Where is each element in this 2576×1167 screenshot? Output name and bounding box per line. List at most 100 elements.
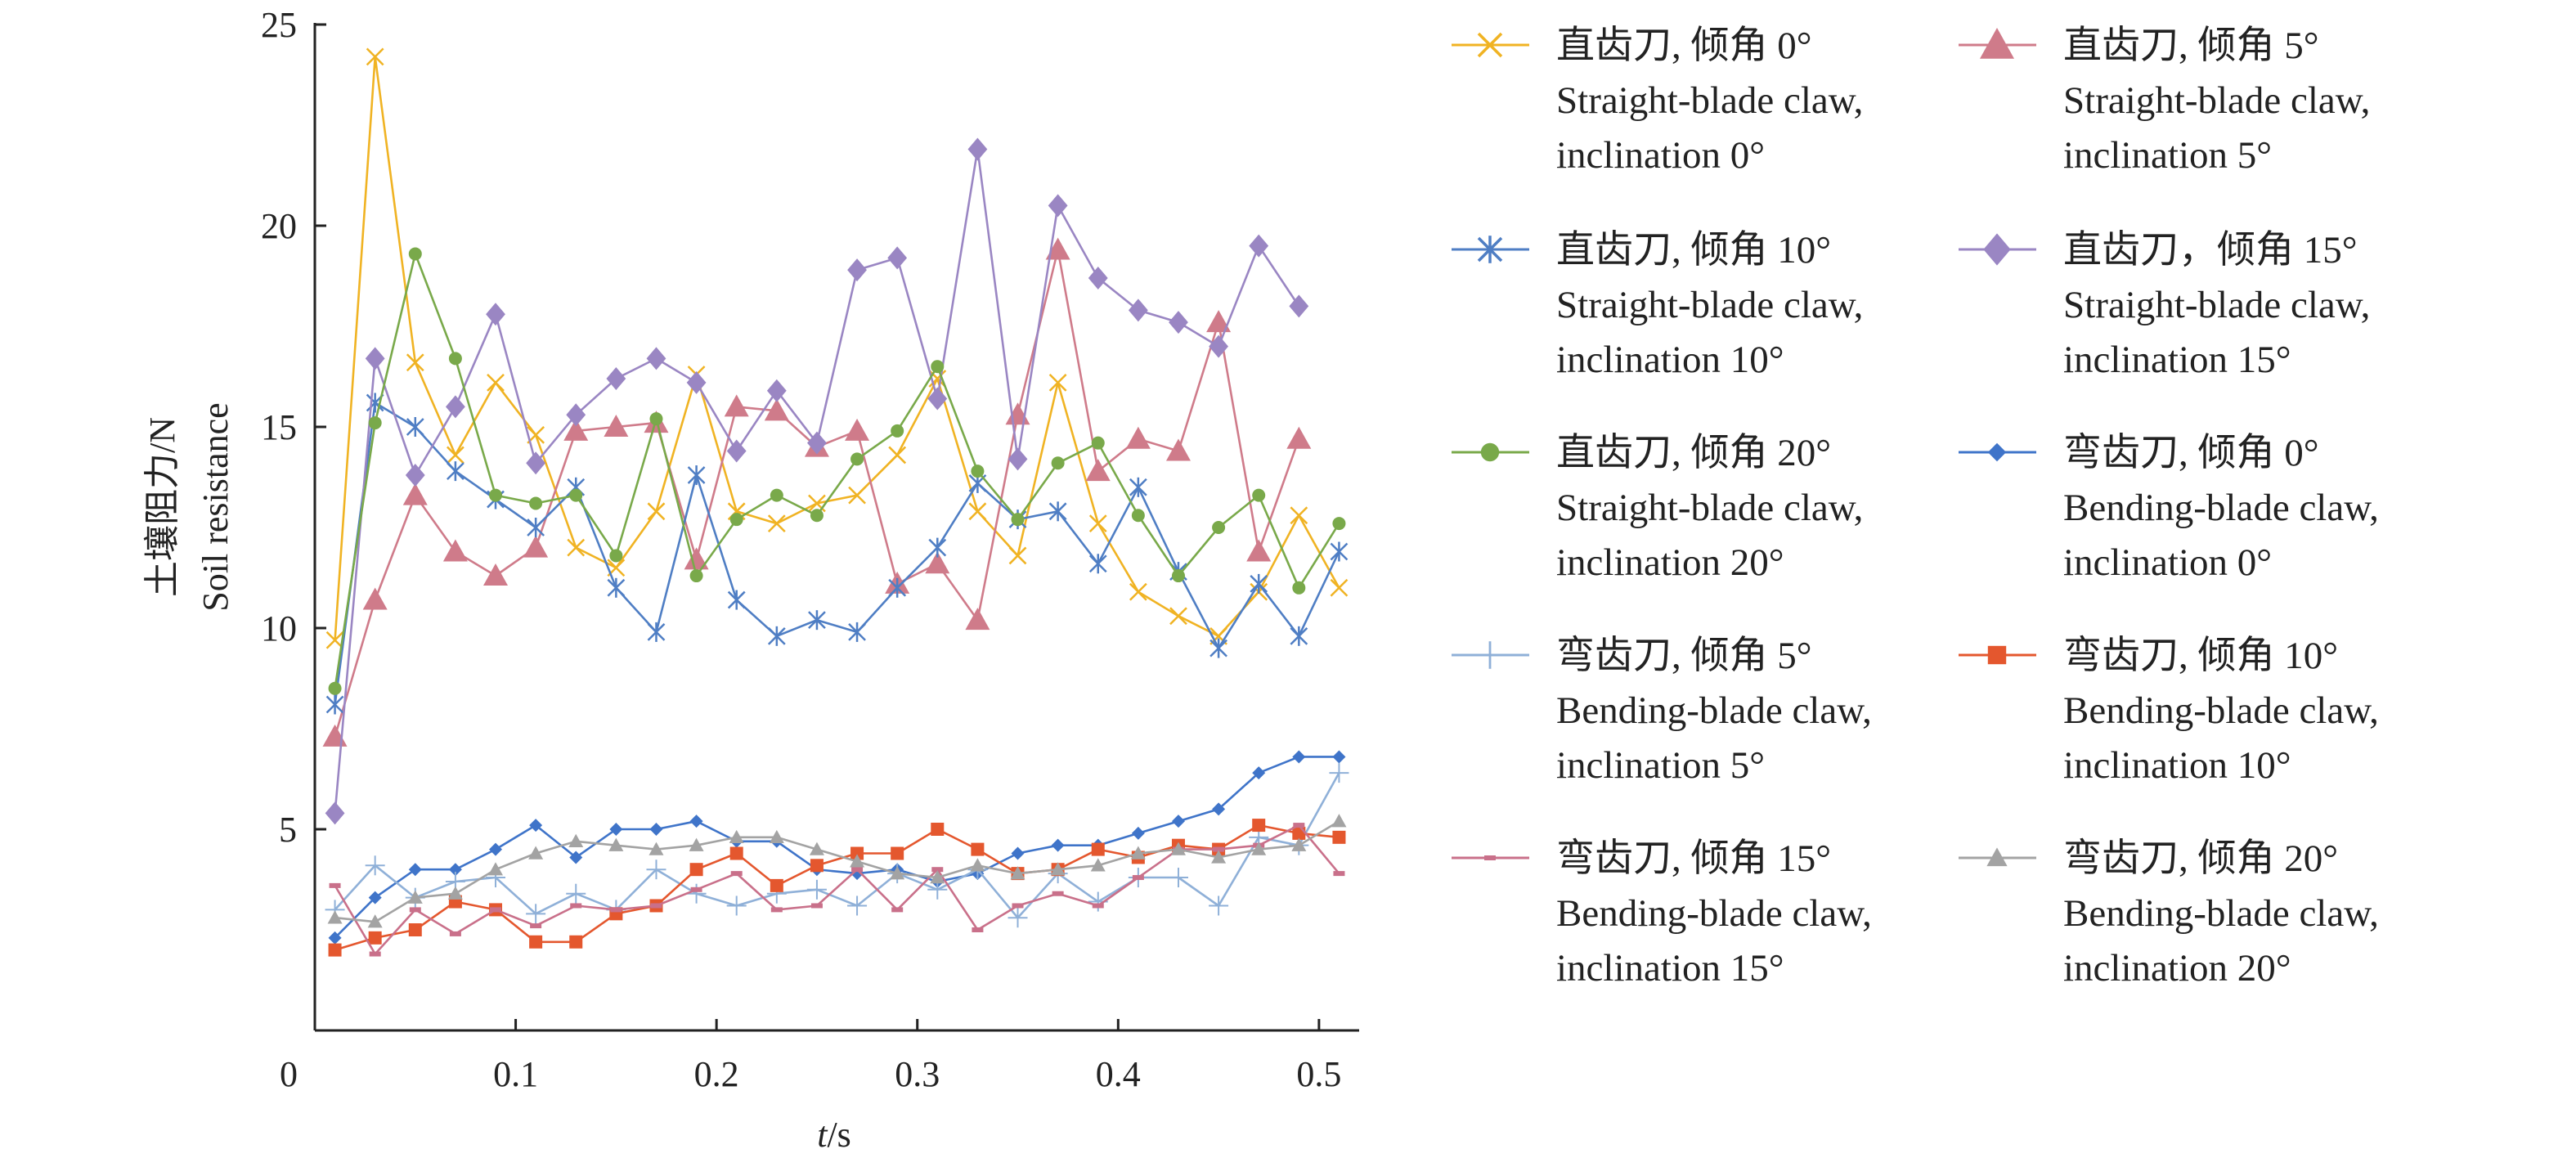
legend-label-cn: 直齿刀, 倾角 0° — [1556, 25, 1812, 67]
marker-shape — [764, 398, 789, 421]
data-point — [1480, 442, 1500, 462]
x-axis-title-variable: t — [817, 1115, 828, 1155]
data-point — [328, 943, 342, 957]
marker-shape — [368, 891, 382, 904]
marker-shape — [1291, 837, 1307, 851]
marker-shape — [608, 837, 624, 851]
marker-shape — [890, 866, 905, 880]
marker-shape — [609, 549, 623, 563]
data-point — [767, 514, 786, 532]
data-point — [1330, 541, 1349, 562]
marker-shape — [1045, 237, 1070, 260]
marker-shape — [807, 431, 827, 455]
marker-shape — [1011, 846, 1025, 860]
marker-shape — [530, 923, 542, 929]
marker-shape — [1091, 436, 1105, 450]
marker-shape — [407, 890, 423, 904]
marker-shape — [965, 608, 990, 631]
data-point — [646, 860, 666, 880]
marker-shape — [1206, 310, 1232, 333]
data-point — [1048, 194, 1068, 218]
data-point — [648, 842, 664, 855]
data-point — [1246, 539, 1272, 562]
series-2 — [322, 237, 1312, 747]
legend-label-en-2: inclination 0° — [2063, 541, 2272, 584]
data-point — [408, 247, 422, 261]
marker-stroke — [1129, 582, 1147, 601]
marker-shape — [1170, 842, 1186, 855]
marker-shape — [1292, 581, 1306, 595]
legend-label-cn: 弯齿刀, 倾角 10° — [2063, 635, 2338, 677]
marker-shape — [489, 488, 503, 502]
data-point — [442, 539, 468, 562]
series-line — [334, 56, 1340, 640]
marker-shape — [1165, 438, 1191, 461]
legend-label-en-2: inclination 15° — [1556, 947, 1784, 990]
data-point — [1211, 850, 1227, 864]
marker-stroke — [647, 502, 666, 521]
series-line — [334, 820, 1340, 923]
data-point — [727, 590, 746, 610]
legend-item: 直齿刀, 倾角 0° Straight-blade claw, inclinatio… — [1452, 25, 1863, 177]
marker-shape — [845, 418, 870, 441]
data-point — [368, 891, 382, 904]
legend-item: 直齿刀, 倾角 10° Straight-blade claw, inclinat… — [1452, 229, 1863, 381]
legend-label-en-1: Straight-blade claw, — [1556, 487, 1863, 529]
data-point — [609, 823, 623, 836]
marker-shape — [1088, 266, 1108, 290]
marker-shape — [328, 681, 342, 695]
y-axis-title-cn: 土壤阻力/N — [142, 417, 182, 597]
marker-shape — [891, 846, 904, 860]
data-point — [566, 403, 586, 427]
data-point — [1170, 842, 1186, 855]
marker-shape — [570, 903, 582, 909]
data-point — [448, 352, 462, 366]
data-point — [810, 859, 824, 873]
data-point — [810, 509, 824, 523]
data-point — [851, 867, 864, 873]
marker-shape — [1252, 766, 1266, 780]
series-lines — [322, 47, 1349, 957]
data-point — [724, 394, 749, 417]
data-point — [487, 373, 505, 392]
data-point — [1980, 28, 2014, 59]
marker-shape — [369, 951, 381, 957]
data-point — [1125, 426, 1151, 449]
marker-shape — [1092, 903, 1104, 909]
data-point — [448, 863, 462, 877]
data-point — [809, 842, 824, 855]
marker-shape — [1011, 513, 1025, 527]
data-point — [1090, 858, 1106, 872]
marker-shape — [1008, 447, 1028, 471]
marker-shape — [971, 842, 985, 856]
data-point — [930, 870, 945, 884]
data-point — [1332, 830, 1346, 844]
data-point — [1169, 311, 1188, 334]
marker-shape — [566, 403, 586, 427]
marker-shape — [442, 539, 468, 562]
marker-stroke — [767, 514, 786, 532]
data-point — [408, 863, 422, 877]
data-point — [729, 846, 743, 860]
marker-shape — [650, 903, 662, 909]
data-point — [848, 622, 866, 642]
marker-shape — [529, 819, 543, 833]
marker-shape — [1169, 311, 1188, 334]
data-point — [327, 910, 343, 924]
marker-shape — [927, 387, 948, 411]
x-tick-label: 0.1 — [493, 1054, 538, 1094]
y-tick-label: 20 — [261, 206, 297, 246]
x-tick-label: 0.5 — [1296, 1054, 1341, 1094]
data-point — [367, 914, 383, 928]
marker-shape — [1246, 539, 1272, 562]
data-point — [1088, 514, 1107, 532]
data-point — [1165, 438, 1191, 461]
data-point — [1088, 554, 1107, 574]
data-point — [1206, 310, 1232, 333]
marker-shape — [1983, 233, 2011, 266]
legend-item: 直齿刀, 倾角 20° Straight-blade claw, inclinati… — [1452, 432, 1863, 584]
legend-label-en-1: Bending-blade claw, — [2063, 892, 2379, 935]
marker-stroke — [888, 446, 907, 465]
legend-label-en-1: Straight-blade claw, — [2063, 284, 2370, 326]
